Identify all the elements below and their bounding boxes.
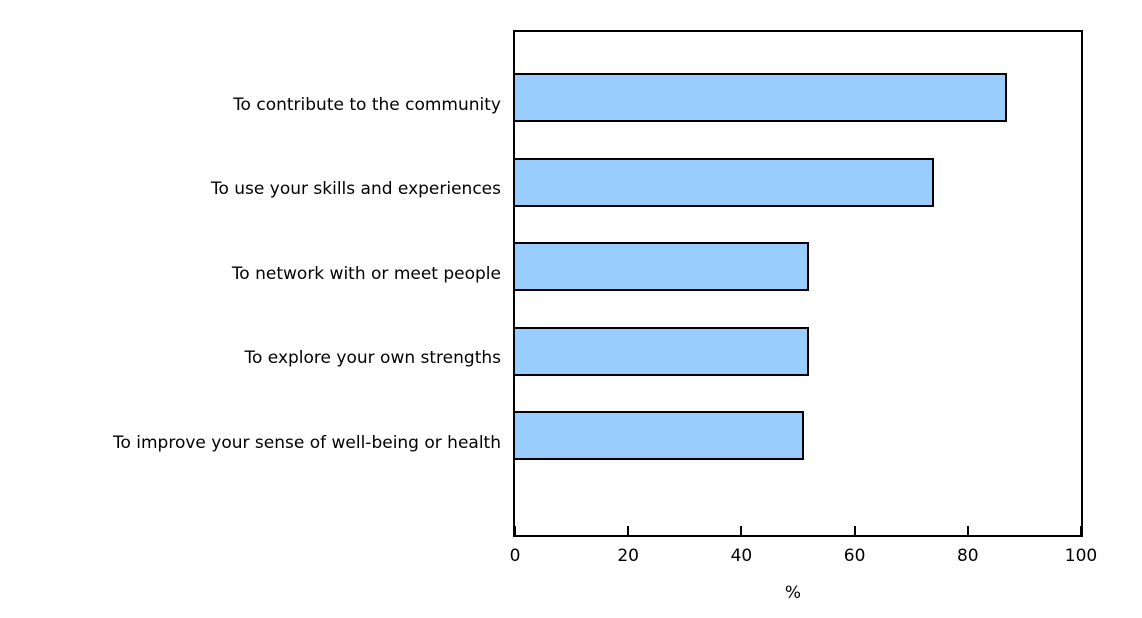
x-axis-tick-mark [1080, 526, 1082, 535]
x-axis-tick-mark [853, 526, 856, 535]
bar [515, 326, 810, 376]
category-label: To network with or meet people [231, 263, 501, 284]
category-axis-labels: To contribute to the community To use you… [0, 0, 501, 618]
bar [515, 157, 934, 207]
category-label: To use your skills and experiences [210, 179, 501, 199]
bar [515, 73, 1008, 122]
x-axis-tick-label: 80 [956, 546, 979, 566]
bar [515, 242, 810, 291]
x-axis-tick-mark [740, 526, 743, 535]
x-axis-tick-mark [627, 526, 630, 535]
x-axis-label: % [784, 583, 802, 603]
x-axis-tick-label: 40 [730, 546, 753, 566]
x-axis-tick-label: 60 [843, 546, 866, 566]
plot-area [513, 30, 1083, 537]
x-axis-tick-label: 0 [509, 546, 521, 566]
category-label: To explore your own strengths [244, 348, 502, 368]
category-label: To improve your sense of well-being or h… [112, 432, 501, 453]
x-axis-tick-label: 20 [617, 546, 640, 566]
x-axis-tick-mark [966, 526, 969, 535]
x-axis-tick-label: 100 [1064, 546, 1098, 566]
category-label: To contribute to the community [233, 94, 501, 115]
bar [515, 411, 804, 460]
x-axis-tick-mark [514, 526, 516, 535]
